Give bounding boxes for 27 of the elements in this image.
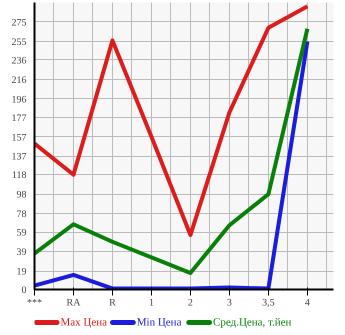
y-tick-label: 255: [12, 36, 26, 48]
y-tick-label: 0: [22, 285, 26, 296]
y-tick-label: 19: [16, 266, 26, 278]
legend-label: Max Цена: [60, 316, 108, 328]
x-tick-label: R: [109, 298, 116, 308]
x-tick-label: 1: [148, 298, 154, 308]
y-tick-label: 216: [12, 74, 26, 86]
y-tick-label: 236: [12, 55, 26, 66]
y-tick-label: 275: [12, 17, 26, 28]
y-tick-label: 39: [16, 247, 26, 258]
y-tick-label: 177: [12, 112, 26, 124]
x-tick-label: 3: [226, 298, 232, 308]
x-tick-label: 3,5: [262, 298, 275, 308]
y-tick-label: 98: [16, 190, 26, 201]
x-tick-label: 2: [188, 298, 193, 308]
y-tick-label: 59: [16, 228, 26, 239]
x-tick-label: ***: [27, 298, 42, 308]
y-tick-label: 137: [12, 152, 26, 163]
legend-label: Min Цена: [136, 316, 182, 328]
legend-label: Сред.Цена, т.йен: [213, 316, 292, 328]
y-tick-label: 118: [12, 170, 27, 182]
y-tick-label: 196: [12, 94, 26, 106]
y-tick-label: 78: [16, 209, 26, 220]
x-tick-label: 4: [304, 298, 310, 308]
x-tick-label: RA: [66, 298, 82, 308]
y-tick-label: 157: [12, 132, 26, 144]
line-series: [34, 4, 310, 238]
